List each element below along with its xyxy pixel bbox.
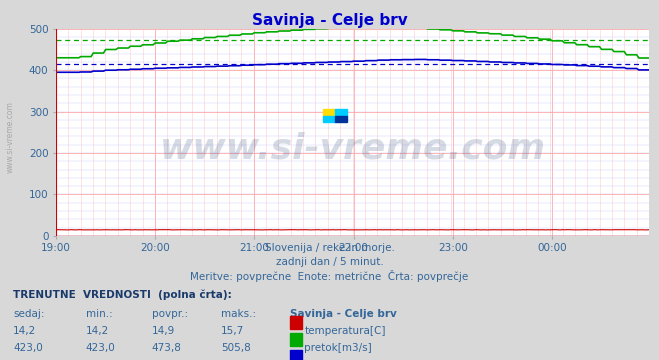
Text: pretok[m3/s]: pretok[m3/s] [304,343,372,353]
Text: 473,8: 473,8 [152,343,181,353]
Text: 14,9: 14,9 [152,326,175,336]
Text: Slovenija / reke in morje.: Slovenija / reke in morje. [264,243,395,253]
Text: zadnji dan / 5 minut.: zadnji dan / 5 minut. [275,257,384,267]
Text: 423,0: 423,0 [13,343,43,353]
Text: min.:: min.: [86,309,113,319]
Text: povpr.:: povpr.: [152,309,188,319]
Text: www.si-vreme.com: www.si-vreme.com [5,101,14,173]
Text: 423,0: 423,0 [86,343,115,353]
Text: temperatura[C]: temperatura[C] [304,326,386,336]
Text: 505,8: 505,8 [221,343,250,353]
Text: Savinja - Celje brv: Savinja - Celje brv [252,13,407,28]
Text: 14,2: 14,2 [86,326,109,336]
Text: 14,2: 14,2 [13,326,36,336]
Text: sedaj:: sedaj: [13,309,45,319]
Text: maks.:: maks.: [221,309,256,319]
Text: Meritve: povprečne  Enote: metrične  Črta: povprečje: Meritve: povprečne Enote: metrične Črta:… [190,270,469,282]
Text: 15,7: 15,7 [221,326,244,336]
Text: www.si-vreme.com: www.si-vreme.com [159,132,546,166]
Text: TRENUTNE  VREDNOSTI  (polna črta):: TRENUTNE VREDNOSTI (polna črta): [13,290,232,300]
Text: Savinja - Celje brv: Savinja - Celje brv [290,309,397,319]
